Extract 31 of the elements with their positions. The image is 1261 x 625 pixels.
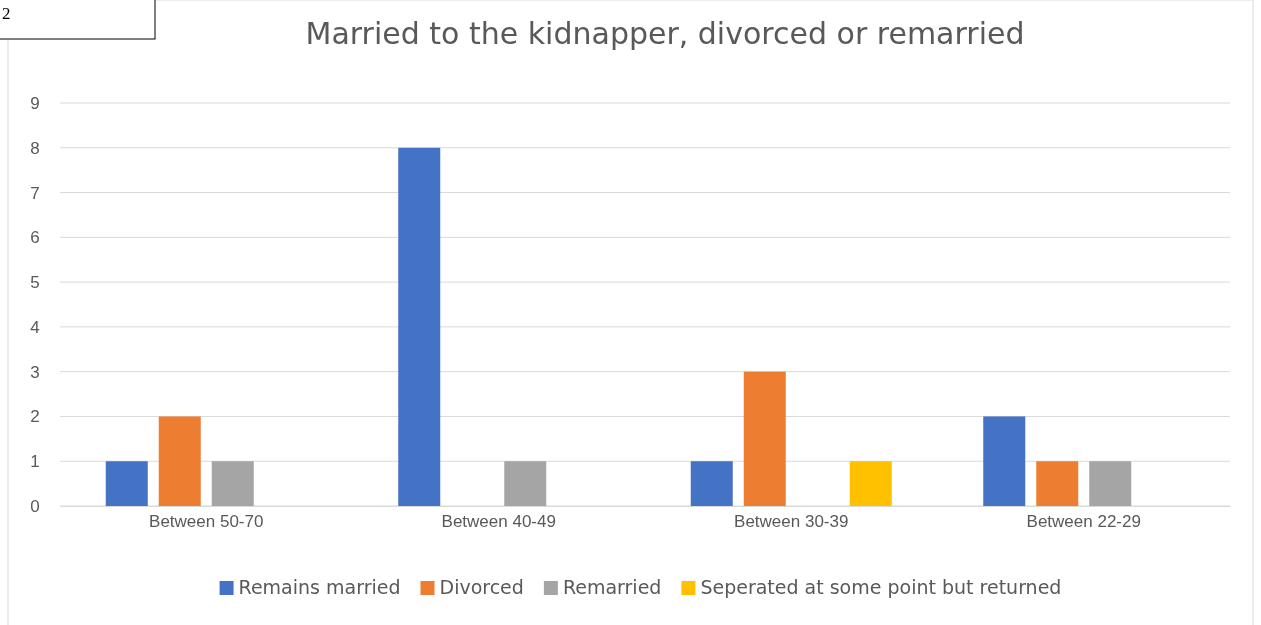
bar: [211, 461, 254, 506]
bar: [983, 416, 1026, 506]
bar: [690, 461, 733, 506]
bar: [849, 461, 892, 506]
bar: [504, 461, 547, 506]
chart-title: Married to the kidnapper, divorced or remarried: [305, 16, 1025, 51]
x-tick-label: Between 22-29: [1026, 512, 1141, 531]
bar: [1089, 461, 1132, 506]
bar: [158, 416, 201, 506]
text: 2: [2, 4, 11, 23]
legend-label: Divorced: [439, 576, 524, 598]
bar: [398, 147, 441, 506]
y-tick-label: 4: [30, 317, 40, 337]
y-tick-label: 2: [30, 407, 40, 427]
legend-label: Remains married: [238, 576, 401, 598]
bar: [105, 461, 148, 506]
x-tick-label: Between 30-39: [734, 512, 849, 531]
y-tick-label: 9: [30, 93, 40, 113]
x-tick-label: Between 50-70: [149, 512, 264, 531]
x-tick-label: Between 40-49: [441, 512, 556, 531]
y-tick-label: 7: [30, 183, 40, 203]
bar: [1036, 461, 1079, 506]
bar: [743, 371, 786, 506]
y-tick-label: 1: [30, 452, 40, 472]
y-tick-label: 0: [30, 496, 40, 516]
y-tick-label: 5: [30, 273, 40, 293]
y-tick-label: 8: [30, 138, 40, 158]
y-tick-label: 3: [30, 362, 40, 382]
legend-label: Remarried: [562, 576, 662, 598]
y-tick-label: 6: [30, 228, 40, 248]
legend-label: Seperated at some point but returned: [700, 576, 1062, 598]
